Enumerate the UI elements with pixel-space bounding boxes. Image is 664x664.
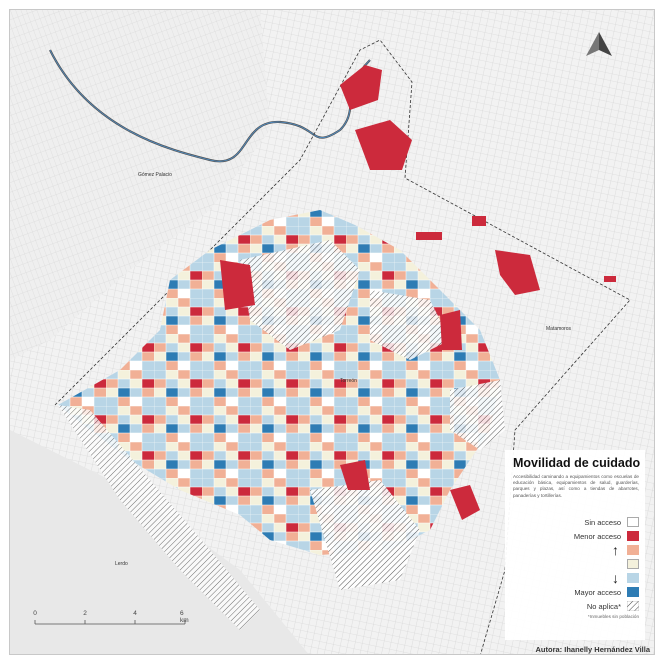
arrow-up-icon: ↑: [612, 542, 619, 558]
hatched-zone: [240, 240, 360, 350]
author-credit: Autora: Ihanelly Hernández Villa: [535, 645, 650, 654]
place-label-matamoros: Matamoros: [546, 326, 572, 332]
legend-panel: Movilidad de cuidado Accesibilidad camin…: [505, 450, 645, 640]
legend-swatch: [627, 559, 639, 569]
hatched-zone: [58, 405, 260, 630]
legend-item: ↓: [612, 570, 639, 586]
low-access-area: [495, 250, 540, 295]
hatched-zone: [310, 480, 420, 590]
place-label-lerdo: Lerdo: [115, 561, 128, 567]
arrow-down-icon: ↓: [612, 570, 619, 586]
river-water: [49, 49, 371, 162]
scale-bar: 0 2 4 6 km: [25, 610, 195, 634]
hatched-zone: [450, 380, 505, 450]
low-access-area: [340, 460, 370, 490]
low-access-area: [355, 120, 412, 170]
legend-item: Sin acceso: [584, 516, 639, 528]
scale-tick: 0: [33, 610, 37, 617]
legend-item: ↑: [612, 542, 639, 558]
north-arrow-icon: [582, 30, 616, 60]
map-frame: Torreón Matamoros Lerdo Gómez Palacio: [9, 9, 655, 655]
place-label-gomez-palacio: Gómez Palacio: [138, 172, 172, 178]
low-access-area: [220, 260, 255, 310]
low-access-area: [604, 276, 616, 282]
hatched-zone: [370, 290, 450, 360]
low-access-area: [472, 216, 486, 226]
low-access-area: [440, 310, 462, 350]
legend-label: Mayor acceso: [574, 587, 621, 597]
west-urban-area: [10, 10, 270, 360]
map-title: Movilidad de cuidado: [513, 456, 641, 470]
low-access-area: [416, 232, 442, 240]
legend-item: Menor acceso: [574, 530, 639, 542]
legend-swatch: [627, 531, 639, 541]
scale-tick: 4: [133, 610, 137, 617]
city-map: Torreón Matamoros Lerdo Gómez Palacio: [10, 10, 654, 654]
map-description: Accesibilidad caminando a equipamientos …: [513, 474, 639, 498]
legend-swatch: [627, 587, 639, 597]
legend-item: No aplica*: [587, 600, 639, 612]
low-access-area: [450, 485, 480, 520]
legend-label: No aplica*: [586, 601, 621, 611]
legend-label: Menor acceso: [573, 531, 621, 541]
scale-tick: 2: [83, 610, 87, 617]
legend-swatch: [627, 573, 639, 583]
legend-swatch: [627, 517, 639, 527]
place-label-torreon: Torreón: [340, 378, 357, 384]
scale-tick: 6 km: [180, 610, 189, 624]
legend-swatch-hatch: [627, 601, 639, 611]
legend-item: [627, 558, 639, 570]
legend-note: *Inmuebles sin población: [587, 614, 639, 619]
legend-label: Sin acceso: [584, 517, 621, 527]
low-access-area: [340, 65, 382, 110]
legend-item: Mayor acceso: [574, 586, 639, 598]
legend-swatch: [627, 545, 639, 555]
